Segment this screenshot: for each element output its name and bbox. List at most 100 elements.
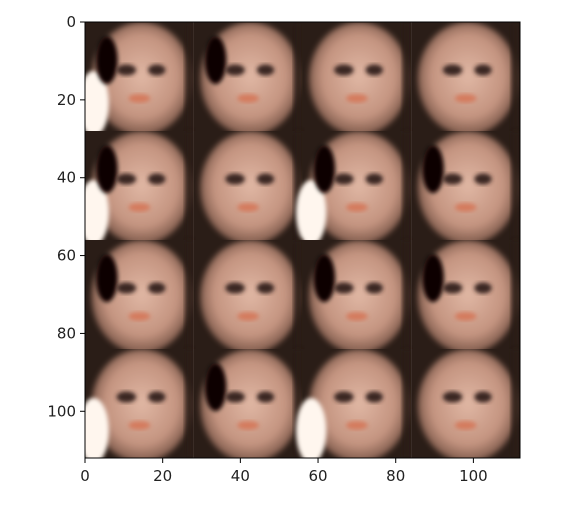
right-eye <box>148 173 166 185</box>
hair-shadow <box>95 254 118 303</box>
mouth <box>128 202 151 212</box>
left-eye <box>116 391 137 403</box>
right-eye <box>474 391 492 403</box>
right-eye <box>365 64 383 76</box>
tile-right-edge <box>293 240 303 349</box>
tile-right-edge <box>511 131 520 240</box>
image-tile <box>193 240 303 354</box>
axes-frame <box>84 21 521 459</box>
mouth <box>237 93 259 103</box>
left-eye <box>225 391 245 403</box>
y-tick-label: 60 <box>57 247 76 265</box>
glare-patch <box>295 398 327 458</box>
face-shape <box>200 131 301 245</box>
y-tick-label: 0 <box>66 13 76 31</box>
left-eye <box>334 173 354 185</box>
tile-right-edge <box>293 349 303 458</box>
mouth <box>454 311 477 321</box>
image-tile <box>302 240 412 354</box>
tile-right-edge <box>402 22 412 131</box>
face-shape <box>91 349 192 458</box>
y-tick-label: 80 <box>57 324 76 342</box>
face-shape <box>200 240 301 354</box>
image-tiles <box>85 22 520 458</box>
y-tick-label: 20 <box>57 91 76 109</box>
glare-patch <box>85 71 109 137</box>
left-eye <box>442 282 463 294</box>
glare-patch <box>85 180 109 246</box>
left-eye <box>442 173 463 185</box>
image-tile <box>295 349 412 458</box>
image-tile <box>193 131 303 245</box>
face-shape <box>309 349 410 458</box>
image-tile <box>411 240 520 354</box>
right-eye <box>256 173 275 185</box>
left-eye <box>334 282 354 294</box>
glare-patch <box>85 398 109 458</box>
mouth <box>346 93 368 103</box>
right-eye <box>148 64 166 76</box>
left-eye <box>116 173 137 185</box>
glare-patch <box>295 180 327 246</box>
face-shape <box>200 349 301 458</box>
face-shape <box>417 349 518 458</box>
left-eye <box>225 282 245 294</box>
right-eye <box>148 391 166 403</box>
hair-shadow <box>204 36 227 85</box>
mouth <box>128 93 151 103</box>
hair-shadow <box>422 254 444 303</box>
x-tick-label: 60 <box>308 467 327 485</box>
image-tile <box>193 22 303 136</box>
image-tile <box>295 131 412 246</box>
tile-right-edge <box>185 22 194 131</box>
tile-right-edge <box>185 240 194 349</box>
image-tile <box>85 131 194 246</box>
x-tick-label: 20 <box>153 467 172 485</box>
image-tile <box>411 131 520 245</box>
mouth <box>454 93 477 103</box>
right-eye <box>365 282 383 294</box>
mouth <box>237 202 259 212</box>
hair-shadow <box>313 145 336 194</box>
right-eye <box>256 64 275 76</box>
image-tile <box>193 349 303 458</box>
mouth <box>237 420 259 430</box>
mouth <box>454 420 477 430</box>
right-eye <box>256 282 275 294</box>
tile-right-edge <box>402 240 412 349</box>
face-shape <box>417 22 518 136</box>
hair-shadow <box>313 254 336 303</box>
right-eye <box>148 282 166 294</box>
tile-right-edge <box>511 240 520 349</box>
right-eye <box>365 173 383 185</box>
x-tick-label: 80 <box>386 467 405 485</box>
tile-right-edge <box>185 349 194 458</box>
x-tick-label: 100 <box>459 467 488 485</box>
image-tile <box>411 349 520 458</box>
right-eye <box>365 391 383 403</box>
y-tick-label: 40 <box>57 169 76 187</box>
mouth <box>346 311 368 321</box>
mouth <box>128 311 151 321</box>
hair-shadow <box>95 36 118 85</box>
mouth <box>128 420 151 430</box>
hair-shadow <box>422 145 444 194</box>
tile-right-edge <box>402 349 412 458</box>
left-eye <box>442 64 463 76</box>
tile-right-edge <box>293 131 303 240</box>
y-tick-label: 100 <box>47 402 76 420</box>
left-eye <box>116 64 137 76</box>
x-tick-label: 40 <box>231 467 250 485</box>
left-eye <box>225 64 245 76</box>
image-tile <box>85 349 194 458</box>
left-eye <box>442 391 463 403</box>
image-tile <box>85 22 194 137</box>
x-axis: 0 20 40 60 80 100 <box>80 458 488 485</box>
image-tile <box>411 22 520 136</box>
tile-right-edge <box>511 349 520 458</box>
y-axis: 0 20 40 60 80 100 <box>47 13 85 420</box>
hair-shadow <box>204 363 227 412</box>
image-tile <box>85 240 194 354</box>
left-eye <box>225 173 245 185</box>
